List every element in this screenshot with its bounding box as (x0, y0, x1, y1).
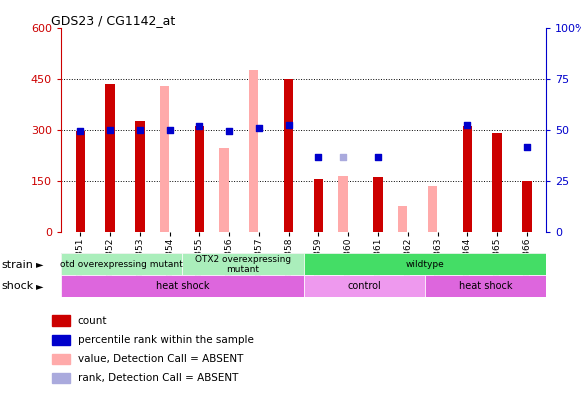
Bar (105, 84, 115, 232)
Text: wildtype: wildtype (406, 260, 444, 269)
Bar (135, 121, 145, 232)
Text: ►: ► (36, 281, 44, 291)
Bar (52, 373, 70, 383)
Point (254, 125, 264, 131)
Bar (314, 179, 323, 232)
Text: OTX2 overexpressing
mutant: OTX2 overexpressing mutant (195, 255, 291, 274)
Text: shock: shock (1, 281, 34, 291)
Bar (428, 186, 437, 232)
Text: GDS23 / CG1142_at: GDS23 / CG1142_at (51, 13, 175, 27)
Text: heat shock: heat shock (156, 281, 209, 291)
Bar (462, 126, 472, 232)
Text: otd overexpressing mutant: otd overexpressing mutant (60, 260, 183, 269)
Point (195, 123, 204, 129)
Text: value, Detection Call = ABSENT: value, Detection Call = ABSENT (78, 354, 243, 364)
Bar (219, 148, 229, 232)
Bar (303, 275, 425, 297)
Bar (522, 181, 532, 232)
Bar (76, 131, 85, 232)
Bar (52, 335, 70, 345)
Point (106, 126, 115, 133)
Point (224, 128, 234, 135)
Point (165, 126, 174, 133)
Point (135, 126, 145, 133)
Text: heat shock: heat shock (459, 281, 512, 291)
Bar (492, 133, 502, 232)
Bar (398, 206, 407, 232)
Bar (182, 253, 303, 275)
Text: rank, Detection Call = ABSENT: rank, Detection Call = ABSENT (78, 373, 238, 383)
Text: percentile rank within the sample: percentile rank within the sample (78, 335, 254, 345)
Bar (52, 315, 70, 326)
Bar (52, 354, 70, 364)
Point (76, 128, 85, 135)
Bar (61, 275, 303, 297)
Point (462, 122, 472, 128)
Point (374, 154, 383, 160)
Text: strain: strain (1, 259, 33, 270)
Bar (303, 253, 546, 275)
Point (314, 154, 323, 160)
Bar (249, 70, 259, 232)
Bar (338, 175, 348, 232)
Text: control: control (347, 281, 381, 291)
Point (522, 143, 532, 150)
Point (338, 154, 347, 160)
Bar (61, 253, 182, 275)
Bar (160, 86, 169, 232)
Bar (425, 275, 546, 297)
Point (284, 122, 293, 128)
Bar (195, 126, 204, 232)
Bar (373, 177, 383, 232)
Text: ►: ► (36, 259, 44, 270)
Text: count: count (78, 316, 107, 326)
Bar (284, 79, 293, 232)
